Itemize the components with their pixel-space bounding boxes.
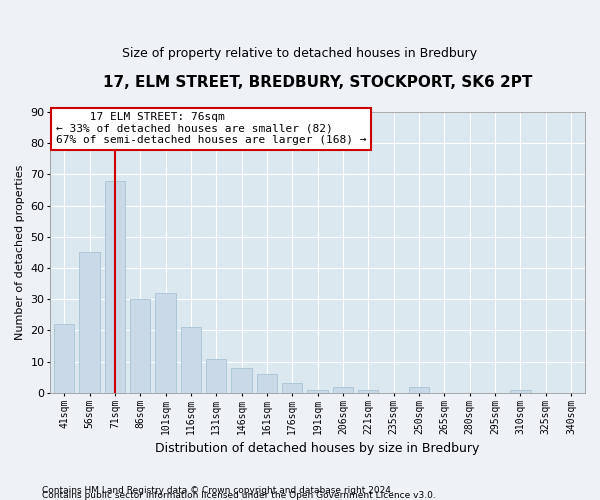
Bar: [130, 299, 151, 393]
Bar: [409, 386, 429, 393]
Bar: [206, 358, 226, 393]
Text: 17 ELM STREET: 76sqm
← 33% of detached houses are smaller (82)
67% of semi-detac: 17 ELM STREET: 76sqm ← 33% of detached h…: [56, 112, 366, 145]
Bar: [510, 390, 530, 393]
Bar: [54, 324, 74, 393]
Y-axis label: Number of detached properties: Number of detached properties: [15, 164, 25, 340]
Text: Contains HM Land Registry data © Crown copyright and database right 2024.: Contains HM Land Registry data © Crown c…: [42, 486, 394, 495]
Bar: [358, 390, 379, 393]
Bar: [232, 368, 252, 393]
Bar: [79, 252, 100, 393]
X-axis label: Distribution of detached houses by size in Bredbury: Distribution of detached houses by size …: [155, 442, 480, 455]
Bar: [307, 390, 328, 393]
Text: Contains public sector information licensed under the Open Government Licence v3: Contains public sector information licen…: [42, 491, 436, 500]
Bar: [181, 328, 201, 393]
Bar: [105, 180, 125, 393]
Bar: [257, 374, 277, 393]
Bar: [282, 384, 302, 393]
Title: 17, ELM STREET, BREDBURY, STOCKPORT, SK6 2PT: 17, ELM STREET, BREDBURY, STOCKPORT, SK6…: [103, 75, 532, 90]
Bar: [333, 386, 353, 393]
Bar: [155, 293, 176, 393]
Text: Size of property relative to detached houses in Bredbury: Size of property relative to detached ho…: [122, 48, 478, 60]
